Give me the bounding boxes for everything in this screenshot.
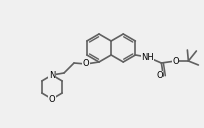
Text: N: N <box>49 71 55 79</box>
Text: NH: NH <box>140 52 153 61</box>
Text: O: O <box>171 56 178 66</box>
Text: O: O <box>82 60 89 68</box>
Text: O: O <box>155 72 162 81</box>
Text: O: O <box>49 94 55 104</box>
